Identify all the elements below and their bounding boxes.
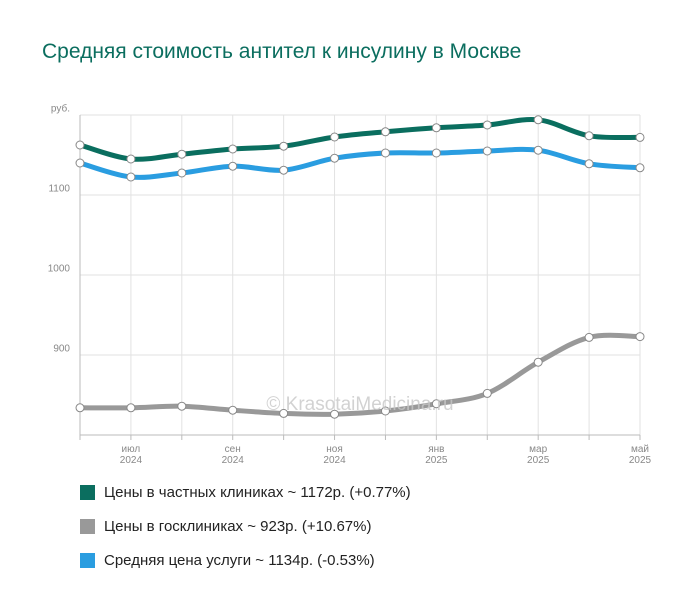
point	[635, 163, 645, 173]
legend-item: Цены в частных клиниках ~ 1172р. (+0.77%…	[80, 484, 411, 501]
point	[584, 332, 594, 342]
point	[380, 406, 390, 416]
point	[482, 146, 492, 156]
point	[279, 408, 289, 418]
point	[431, 123, 441, 133]
x-tick-label: июл 2024	[119, 444, 143, 466]
y-tick-label: 1100	[48, 184, 70, 195]
point	[584, 131, 594, 141]
point	[177, 401, 187, 411]
legend-swatch	[80, 553, 95, 568]
point	[177, 168, 187, 178]
legend-label: Цены в частных клиниках ~ 1172р. (+0.77%…	[104, 484, 411, 501]
point	[177, 149, 187, 159]
y-tick-label: 900	[53, 344, 70, 355]
point	[75, 403, 85, 413]
point	[482, 388, 492, 398]
legend-swatch	[80, 485, 95, 500]
point	[126, 154, 136, 164]
legend-item: Цены в госклиниках ~ 923р. (+10.67%)	[80, 518, 371, 535]
chart-title: Средняя стоимость антител к инсулину в М…	[42, 40, 522, 63]
point	[126, 403, 136, 413]
point	[635, 332, 645, 342]
y-tick-label: 1000	[48, 264, 71, 275]
point	[126, 172, 136, 182]
legend-label: Средняя цена услуги ~ 1134р. (-0.53%)	[104, 552, 375, 569]
grid	[79, 114, 641, 435]
x-tick-label: янв 2025	[425, 444, 448, 466]
x-tick-label: ноя 2024	[323, 444, 346, 466]
point	[635, 132, 645, 142]
point	[533, 115, 543, 125]
point	[533, 145, 543, 155]
x-tick-label: май 2025	[628, 444, 652, 466]
point	[380, 127, 390, 137]
point	[584, 159, 594, 169]
point	[279, 165, 289, 175]
point	[330, 132, 340, 142]
point	[75, 140, 85, 150]
legend-swatch	[80, 519, 95, 534]
point	[279, 141, 289, 151]
point	[533, 357, 543, 367]
x-tick-label: мар 2025	[527, 444, 550, 466]
point	[330, 153, 340, 163]
x-tick-label: сен 2024	[221, 444, 244, 466]
legend-item: Средняя цена услуги ~ 1134р. (-0.53%)	[80, 552, 375, 569]
point	[330, 409, 340, 419]
legend-label: Цены в госклиниках ~ 923р. (+10.67%)	[104, 518, 372, 535]
point	[228, 161, 238, 171]
y-tick-label: руб.	[51, 103, 70, 115]
point	[380, 148, 390, 158]
point	[431, 399, 441, 409]
point	[75, 158, 85, 168]
point	[228, 144, 238, 154]
watermark: © KrasotaiMedicina.ru	[266, 394, 453, 415]
point	[228, 405, 238, 415]
point	[482, 120, 492, 130]
point	[431, 148, 441, 158]
